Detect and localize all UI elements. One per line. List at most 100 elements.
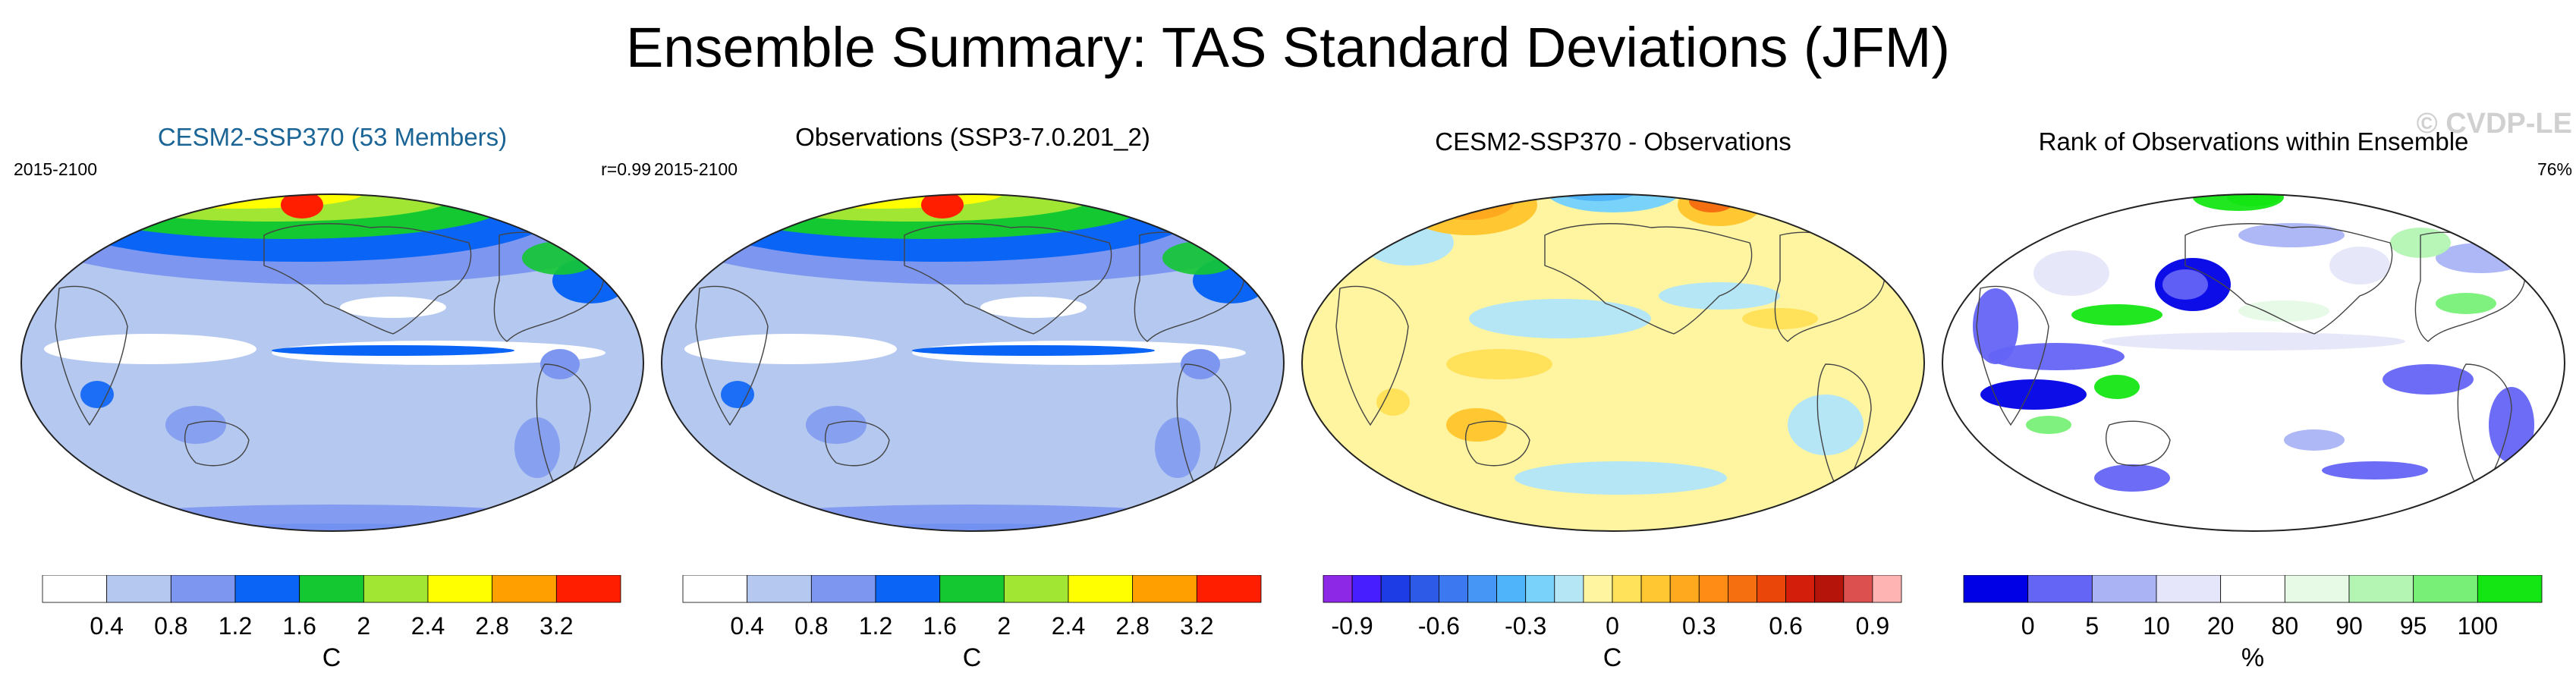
coastline-asia bbox=[2184, 223, 2393, 335]
southern-ocean-band bbox=[662, 505, 1284, 531]
colorbar-bin bbox=[492, 575, 557, 603]
panel-difference: CESM2-SSP370 - Observations -0.9 -0.6 -0.3… bbox=[1294, 114, 1932, 675]
pattern-correlation-label: r=0.99 bbox=[601, 159, 651, 179]
colorbar-tick-label: 0 bbox=[1606, 612, 1619, 640]
tas-stddev-map bbox=[661, 193, 1285, 532]
coastline-australia bbox=[824, 420, 890, 467]
equatorial-band bbox=[272, 345, 514, 356]
high-rank-patch bbox=[2071, 304, 2162, 325]
panel-rank: © CVDP-LE Rank of Observations within En… bbox=[1935, 108, 2572, 675]
colorbar: 0.4 0.8 1.2 1.6 2 2.4 2.8 3.2 C bbox=[682, 575, 1262, 672]
colorbar-bin bbox=[1068, 575, 1134, 603]
colorbar-bin bbox=[1612, 575, 1642, 603]
colorbar-unit: C bbox=[322, 643, 341, 672]
panel-title: Observations (SSP3-7.0.201_2) bbox=[795, 123, 1150, 151]
colorbar-tick-label: -0.3 bbox=[1505, 612, 1546, 640]
colorbar-tick-label: 0.4 bbox=[90, 612, 123, 640]
low-rank-patch bbox=[2094, 464, 2170, 492]
colorbar-bin bbox=[1409, 575, 1439, 603]
tropical-band bbox=[684, 334, 897, 364]
coastline-africa bbox=[55, 285, 128, 426]
positive-patch bbox=[1446, 349, 1552, 379]
colorbar-unit: C bbox=[1603, 643, 1622, 672]
high-patch bbox=[105, 194, 196, 197]
period-label: 2015-2100 bbox=[654, 159, 738, 179]
colorbar-tick-label: 10 bbox=[2143, 612, 2170, 640]
low-rank-patch bbox=[2329, 247, 2390, 285]
coastline-australia bbox=[2105, 420, 2171, 467]
colorbar-tick-label: 1.6 bbox=[282, 612, 316, 640]
colorbar-bin bbox=[1132, 575, 1197, 603]
colorbar-bin bbox=[2477, 575, 2543, 603]
tropical-band bbox=[340, 297, 446, 318]
colorbar-tick-label: 2.4 bbox=[411, 612, 445, 640]
colorbar-bin bbox=[1323, 575, 1353, 603]
high-rank-patch bbox=[2227, 194, 2280, 206]
tas-stddev-map bbox=[20, 193, 644, 532]
colorbar-bin bbox=[810, 575, 876, 603]
colorbar-tick-label: 100 bbox=[2458, 612, 2498, 640]
colorbar-bin bbox=[1525, 575, 1555, 603]
low-rank-patch bbox=[2162, 269, 2208, 300]
northern-band bbox=[760, 194, 1003, 209]
panel-cesm2-ensemble: CESM2-SSP370 (53 Members) 2015-2100 r=0.… bbox=[14, 114, 651, 675]
colorbar-bin bbox=[427, 575, 493, 603]
land-patch bbox=[540, 349, 580, 379]
high-rank-patch bbox=[2238, 300, 2329, 322]
low-rank-patch bbox=[2451, 487, 2512, 514]
colorbar-tick-label: 3.2 bbox=[539, 612, 573, 640]
colorbar-tick-label: 80 bbox=[2272, 612, 2299, 640]
colorbar-bin bbox=[747, 575, 812, 603]
colorbar-bin bbox=[1583, 575, 1613, 603]
tropical-band bbox=[980, 297, 1087, 318]
colorbar-tick-label: 5 bbox=[2085, 612, 2099, 640]
colorbar-bin bbox=[1728, 575, 1757, 603]
colorbar-bin bbox=[682, 575, 748, 603]
high-rank-patch bbox=[2026, 416, 2071, 434]
low-rank-patch bbox=[2489, 387, 2534, 463]
land-patch bbox=[80, 381, 114, 408]
colorbar-tick-label: 0.6 bbox=[1769, 612, 1802, 640]
colorbar-bin bbox=[2027, 575, 2093, 603]
southern-band bbox=[1302, 463, 1924, 531]
low-rank-patch bbox=[2238, 223, 2345, 247]
colorbar-tick-label: 90 bbox=[2335, 612, 2363, 640]
colorbar: 0.4 0.8 1.2 1.6 2 2.4 2.8 3.2 C bbox=[42, 575, 621, 672]
colorbar-bin bbox=[1438, 575, 1468, 603]
land-patch bbox=[806, 406, 867, 444]
colorbar-tick-label: 1.2 bbox=[859, 612, 892, 640]
negative-patch bbox=[1469, 299, 1651, 338]
positive-patch bbox=[1439, 194, 1484, 208]
colorbar-bin bbox=[106, 575, 171, 603]
colorbar-bin bbox=[2220, 575, 2285, 603]
colorbar-tick-label: 1.2 bbox=[219, 612, 252, 640]
colorbar: 0 5 10 20 80 90 95 100% bbox=[1963, 575, 2543, 672]
positive-patch bbox=[1742, 308, 1818, 329]
colorbar-bin bbox=[2413, 575, 2478, 603]
panel-title: CESM2-SSP370 (53 Members) bbox=[157, 123, 508, 151]
coastline-australia bbox=[1464, 420, 1530, 467]
colorbar-bin bbox=[1669, 575, 1700, 603]
colorbar-bin bbox=[1872, 575, 1902, 603]
colorbar-bin bbox=[42, 575, 108, 603]
difference-map bbox=[1301, 193, 1925, 577]
low-rank-patch bbox=[2033, 250, 2109, 296]
low-rank-patch bbox=[2322, 461, 2428, 479]
colorbar-bin bbox=[1698, 575, 1728, 603]
low-rank-patch bbox=[2102, 332, 2405, 351]
colorbar-bin bbox=[2348, 575, 2414, 603]
colorbar-tick-label: 1.6 bbox=[923, 612, 956, 640]
colorbar-tick-label: 3.2 bbox=[1180, 612, 1213, 640]
negative-patch bbox=[1560, 542, 1818, 577]
colorbar-unit: % bbox=[2241, 643, 2264, 672]
max-patch bbox=[281, 194, 323, 219]
max-patch bbox=[921, 194, 964, 219]
colorbar-bin bbox=[1785, 575, 1816, 603]
low-rank-patch bbox=[2337, 522, 2443, 531]
land-patch bbox=[1181, 349, 1220, 379]
southern-ocean-band bbox=[21, 505, 643, 531]
map-outline bbox=[1942, 193, 2565, 532]
low-rank-patch bbox=[2284, 429, 2345, 451]
colorbar-tick-label: 0.9 bbox=[1856, 612, 1889, 640]
coastline-asia bbox=[263, 223, 472, 335]
